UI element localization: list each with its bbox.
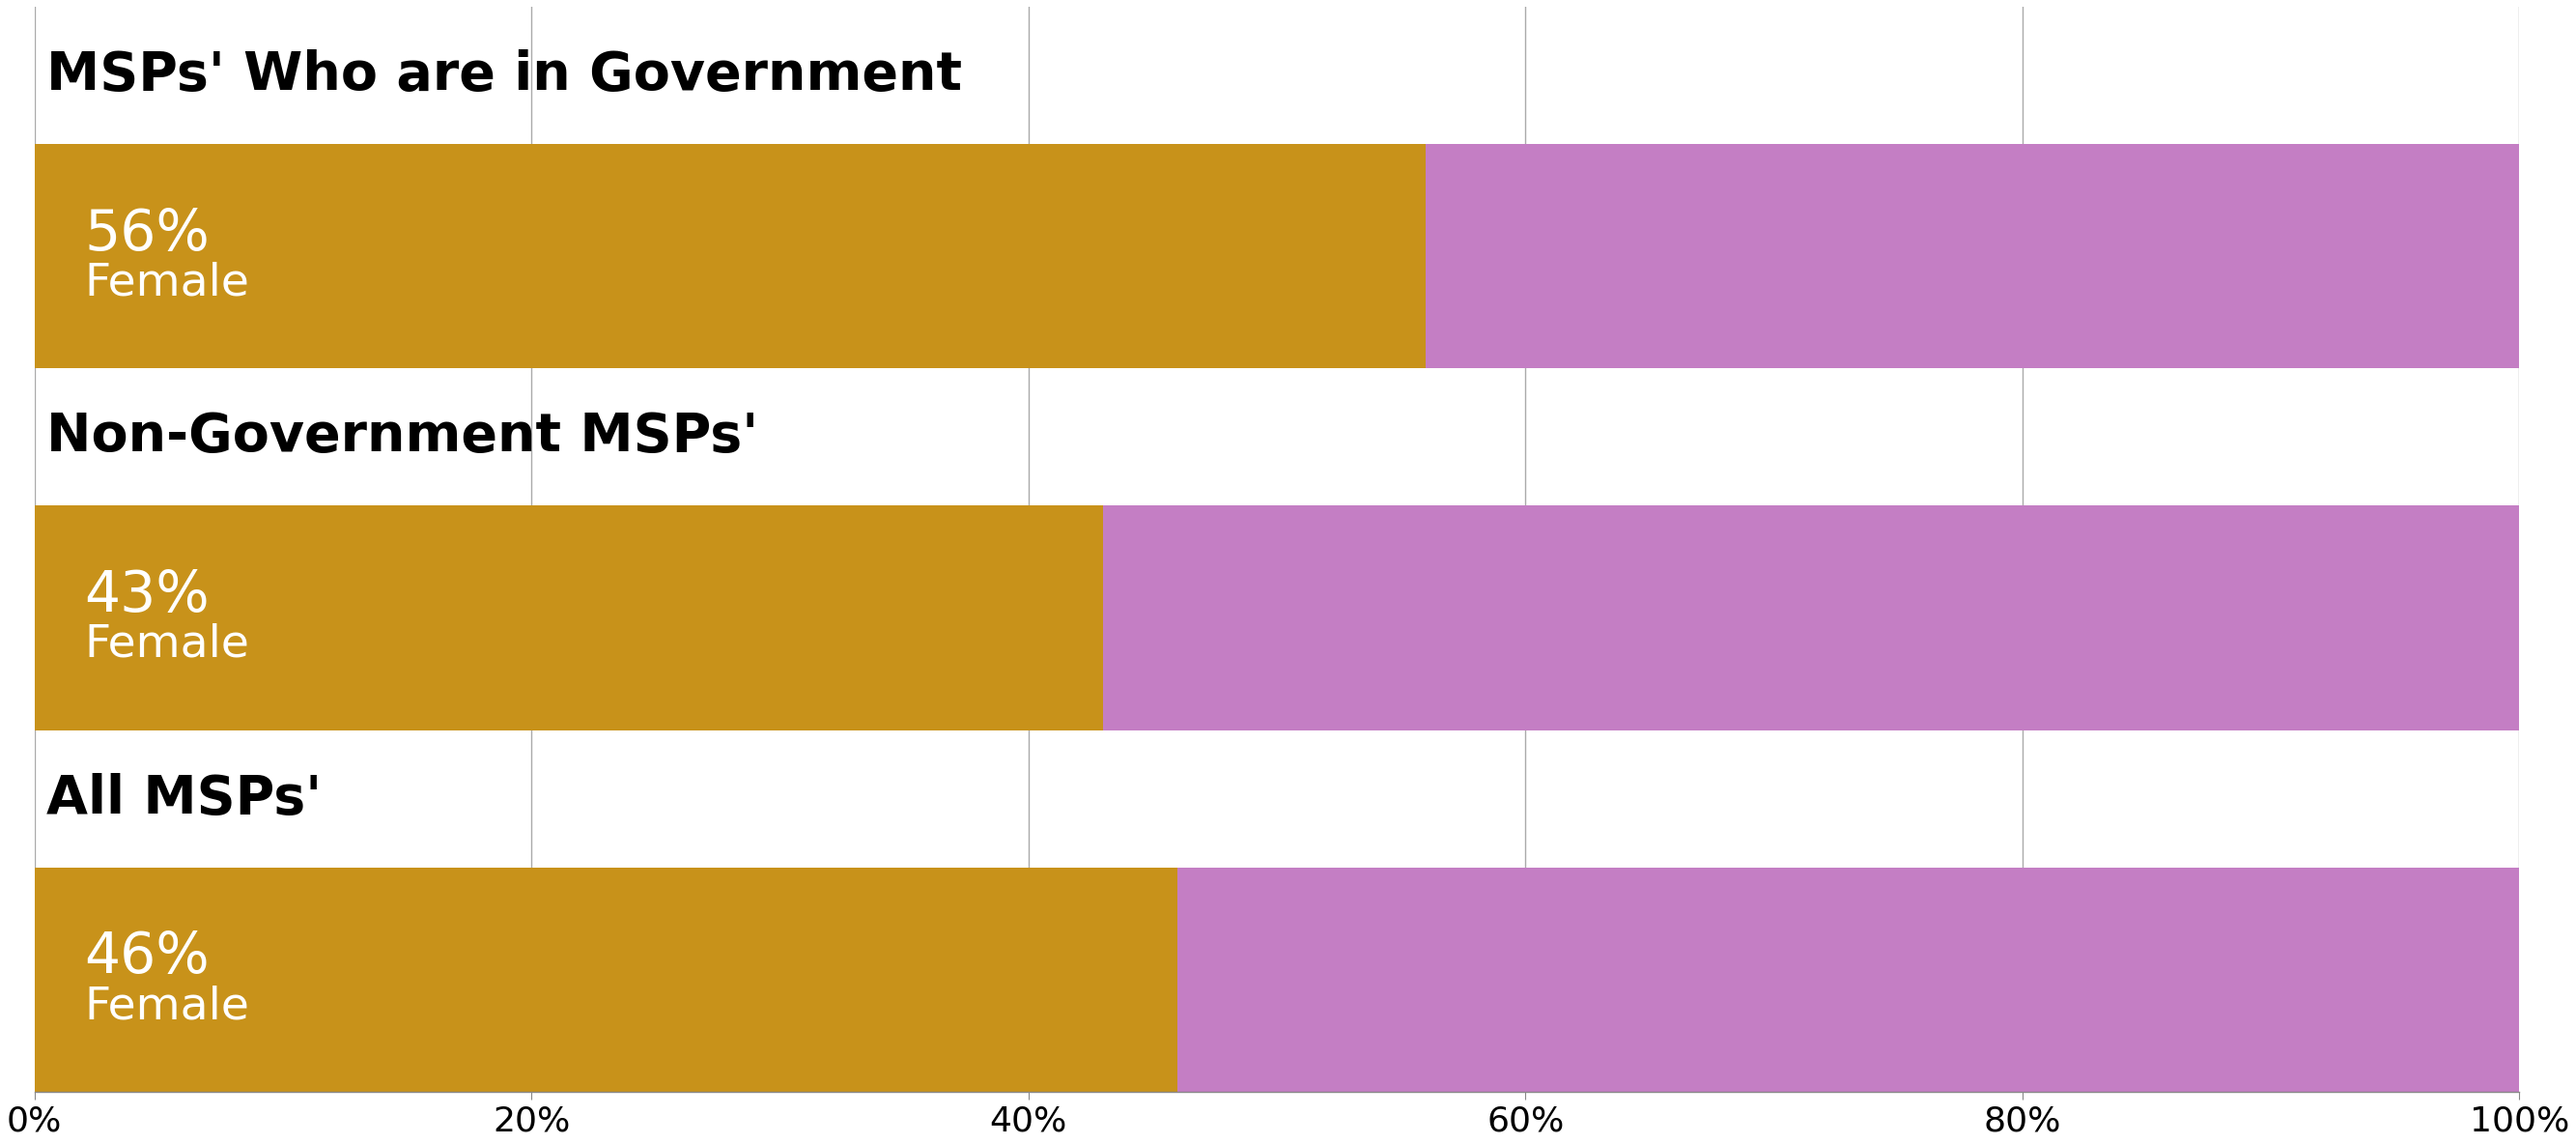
Text: MSPs' Who are in Government: MSPs' Who are in Government: [46, 49, 963, 102]
Text: Non-Government MSPs': Non-Government MSPs': [46, 411, 760, 463]
Bar: [1103, 506, 2519, 730]
Text: Female: Female: [85, 623, 250, 667]
Bar: [1177, 867, 2519, 1091]
Text: 56%: 56%: [85, 206, 209, 261]
Text: Female: Female: [85, 985, 250, 1028]
Text: 46%: 46%: [85, 930, 209, 985]
Bar: [33, 867, 1177, 1091]
Bar: [1427, 144, 2519, 368]
Bar: [33, 506, 1103, 730]
Bar: [33, 144, 1427, 368]
Text: Female: Female: [85, 262, 250, 305]
Text: All MSPs': All MSPs': [46, 772, 322, 825]
Text: 43%: 43%: [85, 567, 209, 623]
